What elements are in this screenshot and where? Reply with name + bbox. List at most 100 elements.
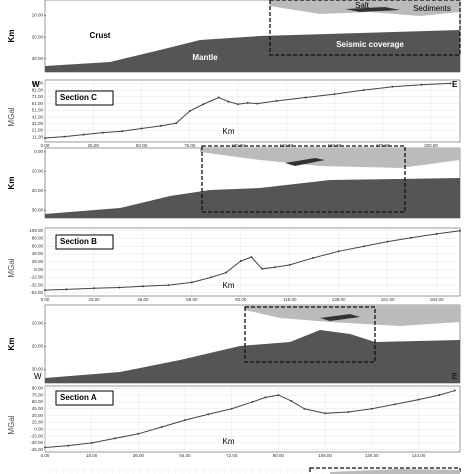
- x-tick-label: 175.00: [376, 143, 390, 148]
- profile-point: [140, 127, 143, 130]
- x-axis-label: Km: [223, 127, 235, 136]
- profile-point: [337, 250, 340, 253]
- y-tick-label: 8.00: [34, 267, 43, 272]
- y-tick-label: 75.00: [32, 392, 44, 397]
- profile-point: [391, 85, 394, 88]
- mantle-shape: [45, 330, 460, 383]
- cross-section: [44, 145, 461, 219]
- y-tick-label: 91.00: [32, 81, 44, 86]
- profile-point: [92, 287, 95, 290]
- y-tick-label: 48.00: [32, 251, 44, 256]
- y-tick-label: 61.00: [32, 101, 44, 106]
- profile-point: [303, 407, 306, 410]
- profile-point: [261, 267, 264, 270]
- profile-point: [160, 425, 163, 428]
- crust-label: Crust: [90, 31, 111, 40]
- y-tick-label: 15.00: [32, 420, 44, 425]
- profile-point: [386, 240, 389, 243]
- y-tick-label: 108.00: [29, 228, 43, 233]
- y-tick-label: 20.00: [32, 343, 44, 348]
- salt-label: Salt: [355, 1, 370, 10]
- cross-section: Crust Mantle Salt Sediments Seismic cove…: [44, 0, 461, 73]
- y-tick-label: 0.00: [34, 149, 43, 154]
- profile-point: [394, 403, 397, 406]
- y-tick-label: 90.00: [32, 385, 44, 390]
- profile-point: [237, 103, 240, 106]
- y-tick-label: 45.00: [32, 406, 44, 411]
- y-tick-label: 41.00: [32, 114, 44, 119]
- profile-point: [453, 389, 456, 392]
- panel-frame: [45, 466, 460, 474]
- profile-point: [420, 83, 423, 86]
- coverage-label: Seismic coverage: [336, 40, 404, 49]
- profile-point: [438, 394, 441, 397]
- x-tick-label: 144.00: [412, 453, 426, 458]
- y-tick-label: 31.00: [32, 121, 44, 126]
- section-title: Section B: [60, 237, 97, 246]
- x-tick-label: 36.00: [133, 453, 145, 458]
- profile-point: [44, 446, 46, 449]
- profile-point: [410, 236, 413, 239]
- profile-point: [435, 232, 438, 235]
- profile-point: [141, 285, 144, 288]
- profile-point: [246, 101, 249, 104]
- profile-point: [65, 288, 68, 291]
- profile-point: [114, 437, 117, 440]
- y-tick-label: 10.00: [32, 12, 44, 17]
- profile-point: [290, 400, 293, 403]
- x-tick-label: 46.00: [137, 297, 149, 302]
- profile-point: [44, 136, 46, 139]
- title-box: [55, 90, 114, 106]
- x-tick-label: 100.00: [231, 143, 245, 148]
- profile-point: [217, 96, 220, 99]
- profile-line: [44, 82, 451, 139]
- profile-point: [63, 135, 66, 138]
- y-tick-label: -15.00: [30, 433, 43, 438]
- profile-point: [118, 286, 121, 289]
- profile-point: [324, 412, 327, 415]
- profile-point: [227, 100, 230, 103]
- salt-shape: [345, 7, 400, 12]
- profile-point: [363, 245, 366, 248]
- y-tick-label: -30.00: [30, 440, 43, 445]
- y-axis-label: Km: [7, 338, 16, 351]
- x-axis-label: Km: [223, 437, 235, 446]
- y-tick-label: 20.00: [32, 188, 44, 193]
- y-tick-label: 88.00: [32, 236, 44, 241]
- sediment-shape: [200, 148, 460, 168]
- x-tick-label: 25.00: [88, 143, 100, 148]
- y-tick-label: 71.00: [32, 94, 44, 99]
- west-label: W: [32, 80, 40, 89]
- profile-point: [459, 229, 461, 232]
- profile-point: [210, 276, 212, 279]
- y-tick-label: -45.00: [30, 447, 43, 452]
- east-label: E: [452, 372, 457, 381]
- x-tick-label: 92.00: [235, 297, 247, 302]
- x-tick-label: 23.00: [88, 297, 100, 302]
- profile-point: [175, 122, 178, 125]
- x-tick-label: 150.00: [328, 143, 342, 148]
- x-tick-label: 75.00: [184, 143, 196, 148]
- profile-point: [207, 413, 210, 416]
- y-tick-label: 20.00: [32, 34, 44, 39]
- mantle-shape: [45, 30, 460, 72]
- y-tick-label: -32.00: [30, 282, 43, 287]
- x-tick-label: 69.00: [186, 297, 198, 302]
- y-tick-label: 30.00: [32, 366, 44, 371]
- profile-point: [82, 133, 85, 136]
- profile-point: [277, 394, 280, 397]
- profile-point: [304, 96, 307, 99]
- profile-point: [256, 102, 259, 105]
- y-tick-label: 60.00: [32, 399, 44, 404]
- profile-point: [251, 400, 254, 403]
- y-tick-label: 11.00: [32, 134, 43, 139]
- x-tick-label: 0.00: [41, 297, 50, 302]
- y-tick-label: 28.00: [32, 259, 44, 264]
- y-axis-label: MGal: [7, 258, 16, 277]
- salt-shape: [285, 158, 325, 166]
- profile-point: [121, 130, 124, 133]
- profile-point: [273, 266, 276, 269]
- y-tick-label: -52.00: [30, 290, 43, 295]
- profile-point: [101, 131, 104, 134]
- x-tick-label: 0.00: [41, 143, 50, 148]
